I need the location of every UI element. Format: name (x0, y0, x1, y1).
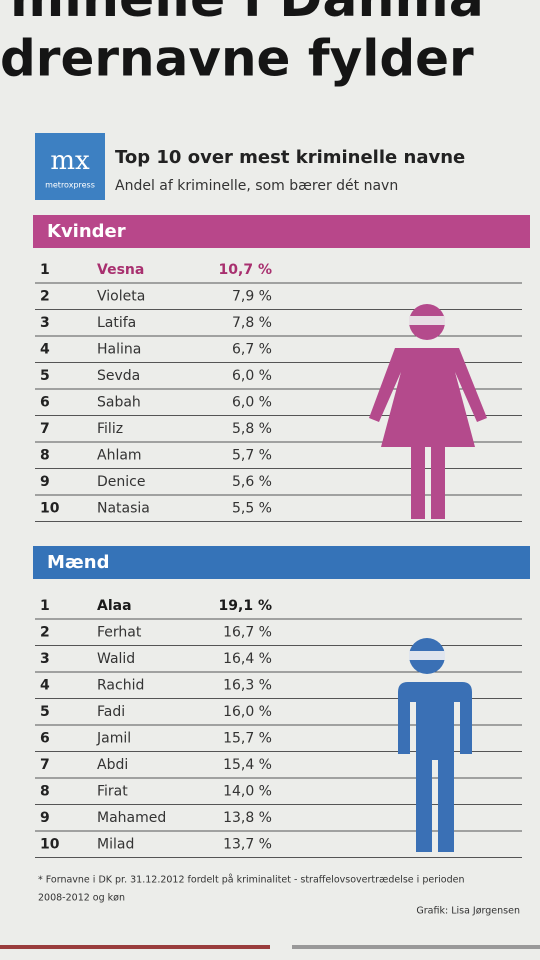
share: 6,0 % (232, 395, 272, 411)
rank: 1 (40, 598, 50, 614)
name: Rachid (97, 678, 144, 694)
rank: 10 (40, 837, 60, 853)
section-band (33, 546, 530, 579)
name: Jamil (96, 731, 131, 747)
mask (409, 316, 445, 325)
mask (409, 651, 445, 660)
share: 15,7 % (223, 731, 272, 747)
rule (0, 945, 270, 949)
share: 6,0 % (232, 368, 272, 384)
name: Ahlam (97, 448, 142, 464)
name: Mahamed (97, 810, 166, 826)
rank: 7 (40, 757, 50, 773)
share: 16,4 % (223, 651, 272, 667)
name: Alaa (97, 598, 132, 614)
share: 13,8 % (223, 810, 272, 826)
rank: 3 (40, 315, 50, 331)
rank: 2 (40, 625, 50, 641)
name: Natasia (97, 501, 150, 517)
share: 16,0 % (223, 704, 272, 720)
logo-mark: mx (50, 146, 90, 176)
rank: 4 (40, 342, 50, 358)
logo-box (35, 133, 105, 200)
footnote: * Fornavne i DK pr. 31.12.2012 fordelt p… (38, 875, 464, 886)
graphic-subtitle: Andel af kriminelle, som bærer dét navn (115, 178, 398, 194)
share: 5,8 % (232, 421, 272, 437)
headline: drernavne fylder (0, 30, 474, 88)
rank: 5 (40, 704, 50, 720)
footnote: 2008-2012 og køn (38, 893, 125, 904)
share: 5,6 % (232, 474, 272, 490)
share: 7,8 % (232, 315, 272, 331)
share: 5,5 % (232, 501, 272, 517)
credit: Grafik: Lisa Jørgensen (416, 906, 520, 917)
rank: 2 (40, 289, 50, 305)
name: Walid (97, 651, 135, 667)
name: Fadi (97, 704, 125, 720)
share: 15,4 % (223, 757, 272, 773)
rank: 4 (40, 678, 50, 694)
name: Vesna (97, 262, 144, 278)
graphic-title: Top 10 over mest kriminelle navne (115, 147, 465, 168)
name: Halina (97, 342, 141, 358)
rank: 5 (40, 368, 50, 384)
logo-brand: metroxpress (45, 181, 95, 190)
section-heading: Mænd (47, 552, 109, 573)
rank: 9 (40, 810, 50, 826)
share: 6,7 % (232, 342, 272, 358)
name: Denice (97, 474, 145, 490)
share: 19,1 % (219, 598, 272, 614)
name: Firat (97, 784, 128, 800)
name: Latifa (97, 315, 136, 331)
rank: 1 (40, 262, 50, 278)
name: Sevda (97, 368, 140, 384)
name: Abdi (97, 757, 128, 773)
share: 5,7 % (232, 448, 272, 464)
section-heading: Kvinder (47, 221, 126, 242)
share: 16,3 % (223, 678, 272, 694)
rank: 9 (40, 474, 50, 490)
name: Sabah (97, 395, 141, 411)
section-band (33, 215, 530, 248)
name: Violeta (97, 289, 145, 305)
rank: 7 (40, 421, 50, 437)
rank: 6 (40, 731, 50, 747)
share: 10,7 % (219, 262, 272, 278)
share: 13,7 % (223, 837, 272, 853)
rule (292, 945, 540, 949)
name: Milad (97, 837, 134, 853)
rank: 8 (40, 784, 50, 800)
rank: 3 (40, 651, 50, 667)
share: 16,7 % (223, 625, 272, 641)
rank: 10 (40, 501, 60, 517)
headline: minelle i Danma (10, 0, 484, 29)
name: Ferhat (97, 625, 142, 641)
name: Filiz (97, 421, 123, 437)
share: 7,9 % (232, 289, 272, 305)
rank: 6 (40, 395, 50, 411)
share: 14,0 % (223, 784, 272, 800)
rank: 8 (40, 448, 50, 464)
